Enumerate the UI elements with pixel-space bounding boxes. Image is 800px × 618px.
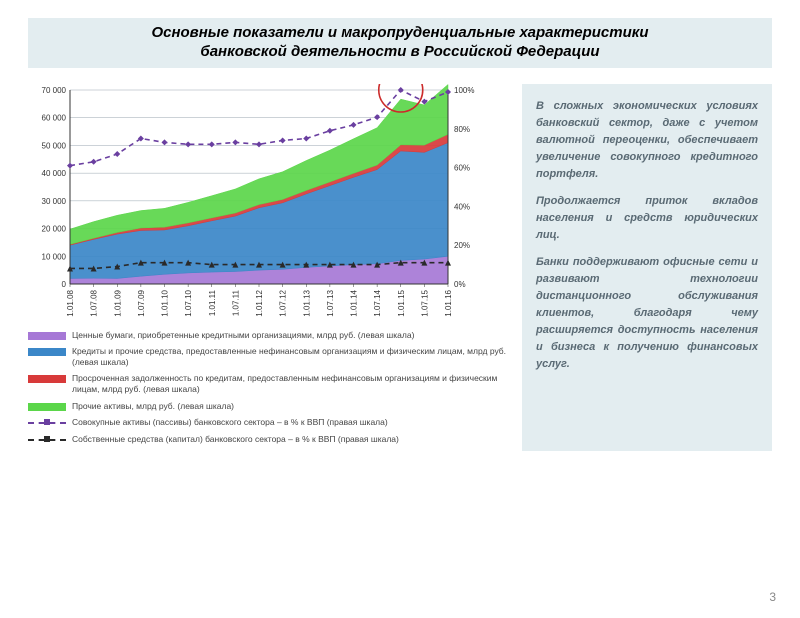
svg-text:1.01.16: 1.01.16 — [444, 289, 453, 316]
svg-text:10 000: 10 000 — [42, 252, 67, 261]
legend-item: Совокупные активы (пассивы) банковского … — [28, 417, 508, 428]
svg-text:1.07.15: 1.07.15 — [420, 289, 429, 316]
legend-item: Просроченная задолженность по кредитам, … — [28, 373, 508, 394]
chart-column: 0 10 000 20 000 30 000 40 000 50 000 60 000 70 … — [28, 84, 508, 451]
legend-label: Просроченная задолженность по кредитам, … — [72, 373, 508, 394]
legend-label: Совокупные активы (пассивы) банковского … — [72, 417, 508, 428]
svg-text:40 000: 40 000 — [42, 169, 67, 178]
svg-text:1.07.11: 1.07.11 — [231, 289, 240, 316]
title-bar: Основные показатели и макропруденциальны… — [28, 18, 772, 68]
legend-item: Ценные бумаги, приобретенные кредитными … — [28, 330, 508, 341]
svg-text:1.01.08: 1.01.08 — [66, 289, 75, 316]
svg-text:1.07.08: 1.07.08 — [90, 289, 99, 316]
side-panel: В сложных экономических условиях банковс… — [522, 84, 772, 451]
legend-label: Кредиты и прочие средства, предоставленн… — [72, 346, 508, 367]
chart: 0 10 000 20 000 30 000 40 000 50 000 60 000 70 … — [28, 84, 488, 324]
content-row: 0 10 000 20 000 30 000 40 000 50 000 60 000 70 … — [28, 84, 772, 451]
chart-svg: 0 10 000 20 000 30 000 40 000 50 000 60 000 70 … — [28, 84, 488, 324]
svg-text:1.01.15: 1.01.15 — [397, 289, 406, 316]
side-paragraph-1: В сложных экономических условиях банковс… — [536, 98, 758, 183]
side-paragraph-2: Продолжается приток вкладов населения и … — [536, 193, 758, 244]
legend-item: Кредиты и прочие средства, предоставленн… — [28, 346, 508, 367]
legend-label: Собственные средства (капитал) банковско… — [72, 434, 508, 445]
svg-text:20%: 20% — [454, 241, 470, 250]
svg-text:70 000: 70 000 — [42, 86, 67, 95]
svg-text:1.01.10: 1.01.10 — [161, 289, 170, 316]
svg-text:1.01.12: 1.01.12 — [255, 289, 264, 316]
svg-text:100%: 100% — [454, 86, 474, 95]
svg-text:60 000: 60 000 — [42, 113, 67, 122]
legend-label: Ценные бумаги, приобретенные кредитными … — [72, 330, 508, 341]
legend-label: Прочие активы, млрд руб. (левая шкала) — [72, 401, 508, 412]
svg-text:1.07.12: 1.07.12 — [279, 289, 288, 316]
title-line-2: банковской деятельности в Российской Фед… — [40, 43, 760, 62]
legend-item: Собственные средства (капитал) банковско… — [28, 434, 508, 445]
title-line-1: Основные показатели и макропруденциальны… — [40, 24, 760, 43]
svg-text:0: 0 — [62, 280, 67, 289]
svg-text:80%: 80% — [454, 124, 470, 133]
svg-text:1.07.14: 1.07.14 — [373, 289, 382, 316]
side-paragraph-3: Банки поддерживают офисные сети и развив… — [536, 254, 758, 373]
svg-text:1.01.13: 1.01.13 — [302, 289, 311, 316]
svg-text:20 000: 20 000 — [42, 224, 67, 233]
svg-text:1.07.10: 1.07.10 — [184, 289, 193, 316]
svg-text:1.07.13: 1.07.13 — [326, 289, 335, 316]
svg-text:60%: 60% — [454, 163, 470, 172]
legend: Ценные бумаги, приобретенные кредитными … — [28, 330, 508, 445]
svg-text:1.01.14: 1.01.14 — [350, 289, 359, 316]
svg-text:0%: 0% — [454, 280, 466, 289]
svg-text:1.01.11: 1.01.11 — [208, 289, 217, 316]
svg-text:30 000: 30 000 — [42, 196, 67, 205]
legend-item: Прочие активы, млрд руб. (левая шкала) — [28, 401, 508, 412]
svg-text:50 000: 50 000 — [42, 141, 67, 150]
svg-text:1.01.09: 1.01.09 — [113, 289, 122, 316]
page-number: 3 — [769, 590, 776, 604]
svg-text:40%: 40% — [454, 202, 470, 211]
svg-text:1.07.09: 1.07.09 — [137, 289, 146, 316]
